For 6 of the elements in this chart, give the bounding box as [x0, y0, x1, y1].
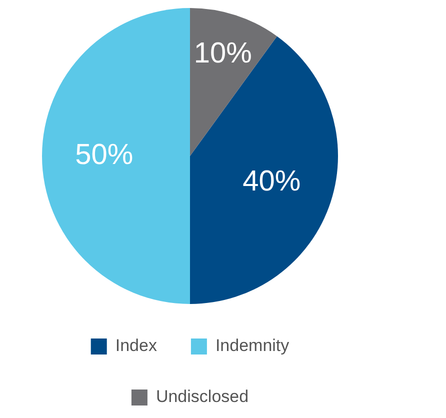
data-label: 40%	[242, 166, 301, 198]
legend-label: Index	[115, 336, 158, 356]
legend-label: Indemnity	[215, 336, 290, 356]
data-label: 10%	[194, 38, 252, 70]
legend-label: Undisclosed	[156, 387, 249, 406]
data-label: 50%	[75, 139, 134, 171]
